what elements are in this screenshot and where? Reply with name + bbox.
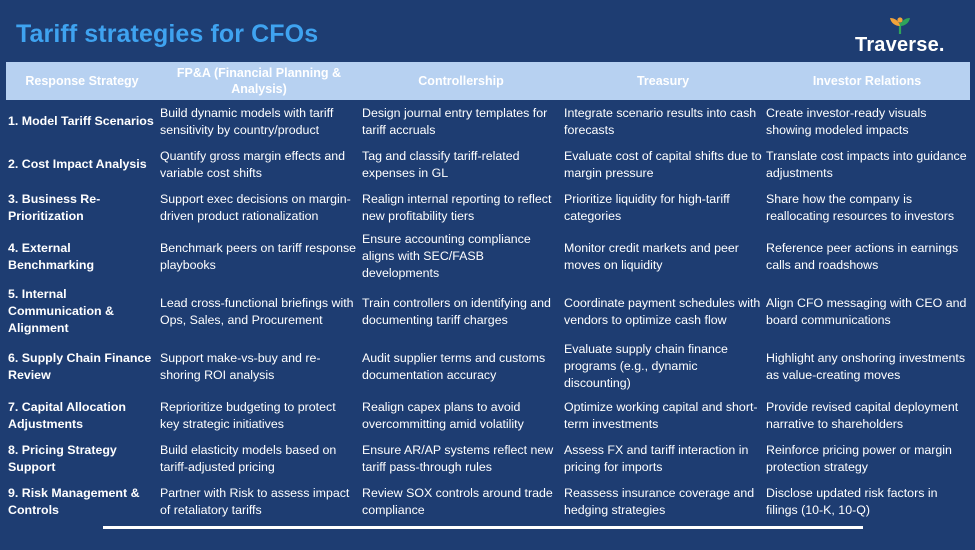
table-row: 6. Supply Chain Finance Review Support m… (6, 339, 970, 394)
table-cell: Translate cost impacts into guidance adj… (766, 148, 967, 180)
table-cell: Coordinate payment schedules with vendor… (564, 295, 761, 327)
table-cell: Optimize working capital and short-term … (564, 399, 758, 431)
table-cell: Disclose updated risk factors in filings… (766, 485, 938, 517)
table-cell: Train controllers on identifying and doc… (362, 295, 551, 327)
table-cell: Build elasticity models based on tariff-… (160, 442, 337, 474)
table-row: 2. Cost Impact Analysis Quantify gross m… (6, 143, 970, 186)
table-cell: Build dynamic models with tariff sensiti… (160, 105, 334, 137)
column-header: Treasury (562, 62, 764, 100)
table-cell: Evaluate supply chain finance programs (… (564, 342, 728, 390)
column-header: Response Strategy (6, 62, 158, 100)
strategy-cell: 6. Supply Chain Finance Review (8, 350, 152, 382)
table-cell: Quantify gross margin effects and variab… (160, 148, 346, 180)
table-cell: Reinforce pricing power or margin protec… (766, 442, 952, 474)
table-cell: Realign capex plans to avoid overcommitt… (362, 399, 524, 431)
table-cell: Provide revised capital deployment narra… (766, 399, 959, 431)
table-cell: Partner with Risk to assess impact of re… (160, 485, 350, 517)
table-cell: Evaluate cost of capital shifts due to m… (564, 148, 762, 180)
table-cell: Audit supplier terms and customs documen… (362, 350, 546, 382)
strategy-cell: 5. Internal Communication & Alignment (8, 287, 115, 335)
bottom-divider (103, 526, 863, 529)
brand-wordmark: Traverse. (855, 34, 945, 56)
table-cell: Assess FX and tariff interaction in pric… (564, 442, 749, 474)
table-cell: Design journal entry templates for tarif… (362, 105, 548, 137)
table-cell: Ensure AR/AP systems reflect new tariff … (362, 442, 554, 474)
table-header-row: Response Strategy FP&A (Financial Planni… (6, 62, 970, 100)
page-title: Tariff strategies for CFOs (16, 20, 319, 48)
table-cell: Highlight any onshoring investments as v… (766, 350, 966, 382)
strategy-cell: 3. Business Re-Prioritization (8, 191, 101, 223)
table-cell: Tag and classify tariff-related expenses… (362, 148, 520, 180)
table-row: 5. Internal Communication & Alignment Le… (6, 284, 970, 339)
table-cell: Monitor credit markets and peer moves on… (564, 240, 739, 272)
table-cell: Share how the company is reallocating re… (766, 191, 955, 223)
table-cell: Realign internal reporting to reflect ne… (362, 191, 552, 223)
table-row: 3. Business Re-Prioritization Support ex… (6, 186, 970, 229)
table-cell: Support make-vs-buy and re-shoring ROI a… (160, 350, 321, 382)
table-cell: Support exec decisions on margin-driven … (160, 191, 351, 223)
column-header: FP&A (Financial Planning & Analysis) (158, 62, 360, 100)
table-row: 1. Model Tariff Scenarios Build dynamic … (6, 100, 970, 143)
strategy-cell: 9. Risk Management & Controls (8, 485, 140, 517)
strategy-cell: 2. Cost Impact Analysis (8, 157, 147, 171)
table-row: 8. Pricing Strategy Support Build elasti… (6, 437, 970, 480)
column-header: Investor Relations (764, 62, 970, 100)
strategy-cell: 8. Pricing Strategy Support (8, 442, 117, 474)
table-cell: Reassess insurance coverage and hedging … (564, 485, 755, 517)
table-cell: Review SOX controls around trade complia… (362, 485, 553, 517)
column-header: Controllership (360, 62, 562, 100)
table-cell: Ensure accounting compliance aligns with… (362, 232, 531, 280)
table-cell: Reference peer actions in earnings calls… (766, 240, 959, 272)
table-cell: Lead cross-functional briefings with Ops… (160, 295, 354, 327)
table-cell: Integrate scenario results into cash for… (564, 105, 757, 137)
table-cell: Create investor-ready visuals showing mo… (766, 105, 927, 137)
table-cell: Prioritize liquidity for high-tariff cat… (564, 191, 730, 223)
table-row: 9. Risk Management & Controls Partner wi… (6, 480, 970, 523)
strategy-cell: 1. Model Tariff Scenarios (8, 114, 154, 128)
strategy-cell: 4. External Benchmarking (8, 240, 95, 272)
table-cell: Benchmark peers on tariff response playb… (160, 240, 357, 272)
brand-logo: Traverse. (853, 14, 953, 58)
table-cell: Align CFO messaging with CEO and board c… (766, 295, 967, 327)
strategy-table: Response Strategy FP&A (Financial Planni… (6, 62, 970, 523)
table-row: 7. Capital Allocation Adjustments Reprio… (6, 394, 970, 437)
table-cell: Reprioritize budgeting to protect key st… (160, 399, 336, 431)
table-row: 4. External Benchmarking Benchmark peers… (6, 229, 970, 284)
strategy-cell: 7. Capital Allocation Adjustments (8, 399, 126, 431)
leaf-sprout-icon (890, 17, 910, 35)
